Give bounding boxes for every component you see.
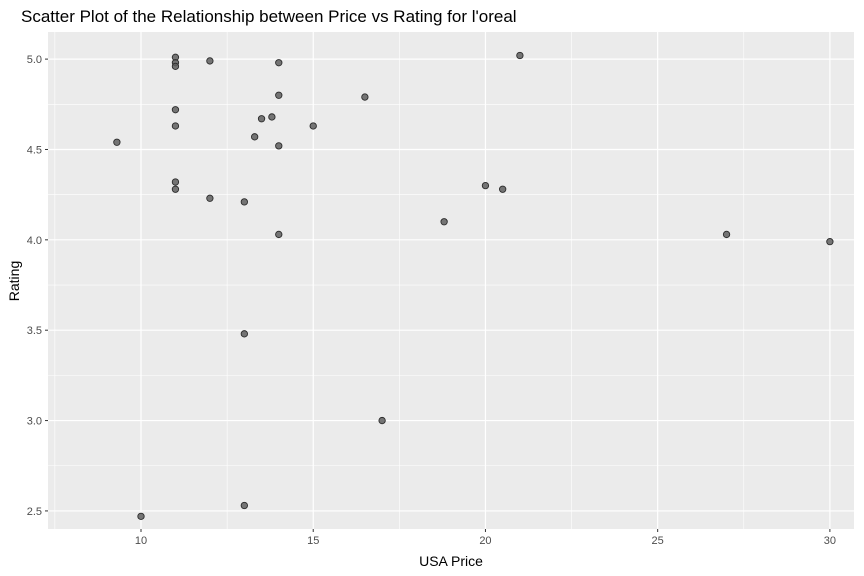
scatter-point	[240, 330, 248, 338]
scatter-point	[722, 230, 731, 239]
scatter-point	[826, 237, 834, 246]
x-tick-label: 20	[479, 535, 491, 547]
y-tick-label: 4.0	[27, 235, 42, 247]
scatter-point	[361, 93, 369, 101]
x-axis-title: USA Price	[419, 553, 483, 569]
y-tick-label: 4.5	[27, 144, 42, 156]
scatter-point	[268, 113, 276, 121]
x-tick-label: 15	[307, 535, 319, 547]
scatter-point	[516, 51, 524, 60]
y-tick-label: 3.0	[27, 416, 42, 428]
scatter-point	[378, 416, 386, 425]
x-tick-label: 10	[135, 535, 147, 547]
x-tick-label: 25	[652, 535, 664, 547]
scatter-point	[275, 91, 283, 99]
scatter-point	[275, 142, 283, 150]
scatter-point	[481, 181, 490, 190]
scatter-point	[257, 115, 266, 123]
y-tick-label: 5.0	[27, 54, 42, 66]
scatter-point	[499, 185, 507, 193]
x-axis-ticks: 10 15 20 25 30	[135, 529, 836, 547]
x-tick-label: 30	[824, 535, 836, 547]
scatter-point	[206, 57, 214, 65]
scatter-point	[171, 185, 180, 193]
data-points	[113, 51, 834, 520]
scatter-point	[113, 138, 121, 146]
y-axis-title: Rating	[6, 261, 22, 301]
plot-panel	[48, 32, 854, 529]
scatter-point	[137, 512, 145, 520]
scatter-point	[171, 62, 180, 70]
scatter-point	[275, 230, 283, 239]
scatter-point	[440, 218, 448, 226]
scatter-point	[240, 501, 248, 510]
y-tick-label: 2.5	[27, 506, 42, 518]
y-axis-ticks: 2.5 3.0 3.5 4.0 4.5 5.0	[27, 54, 48, 518]
grid-minor	[48, 32, 854, 529]
scatter-point	[206, 194, 214, 202]
scatter-point	[275, 59, 283, 67]
scatter-point	[240, 198, 248, 206]
scatter-point	[309, 122, 317, 130]
scatter-point	[171, 122, 180, 130]
y-tick-label: 3.5	[27, 325, 42, 337]
chart-title: Scatter Plot of the Relationship between…	[21, 7, 517, 26]
scatter-point	[171, 106, 180, 114]
scatter-point	[171, 178, 180, 186]
scatter-point	[251, 133, 259, 141]
grid-major	[48, 32, 854, 529]
